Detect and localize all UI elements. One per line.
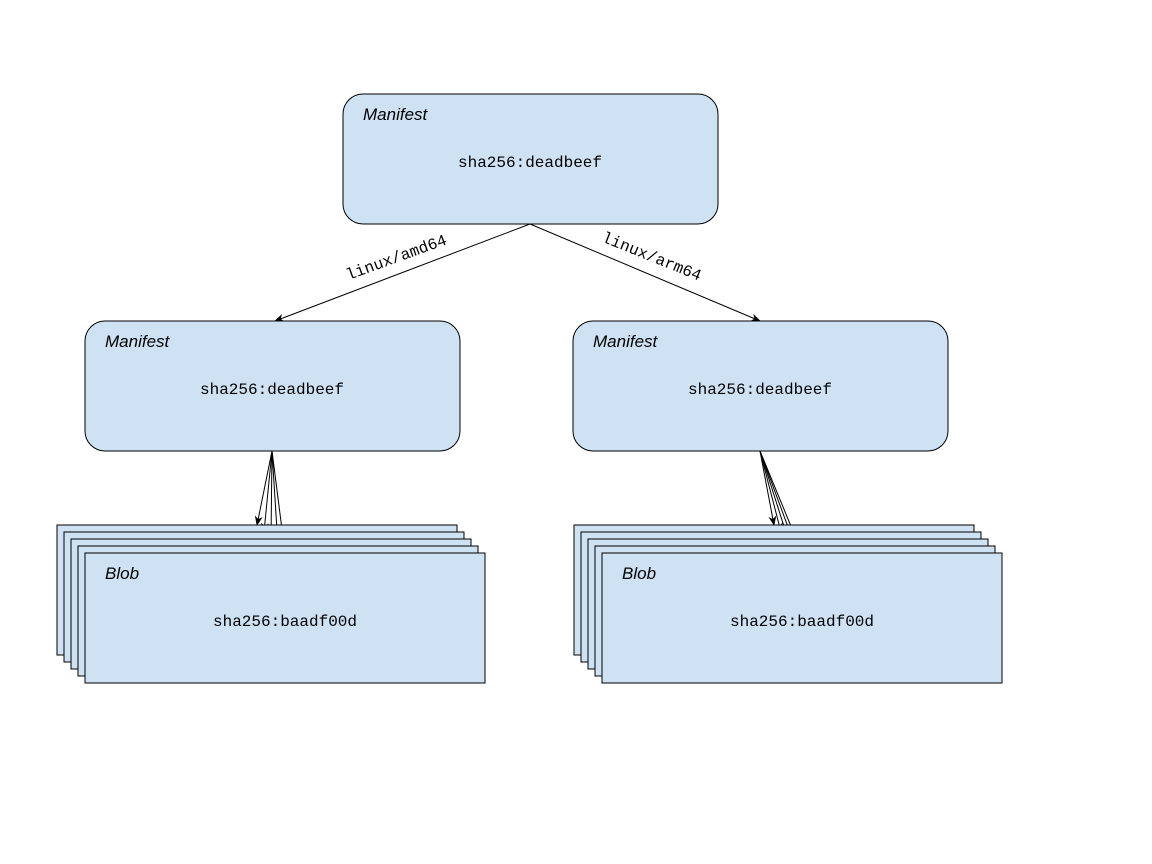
node-blob-left-hash: sha256:baadf00d <box>213 613 357 631</box>
edge-root-left-label: linux/amd64 <box>344 232 449 285</box>
node-root-title: Manifest <box>363 105 429 124</box>
node-blob-right-hash: sha256:baadf00d <box>730 613 874 631</box>
node-blob-right-title: Blob <box>622 564 656 583</box>
node-left-manifest: Manifest sha256:deadbeef <box>85 321 460 451</box>
node-root-manifest: Manifest sha256:deadbeef <box>343 94 718 224</box>
edge-root-left: linux/amd64 <box>275 224 530 321</box>
node-root-hash: sha256:deadbeef <box>458 154 602 172</box>
node-left-hash: sha256:deadbeef <box>200 381 344 399</box>
node-left-title: Manifest <box>105 332 171 351</box>
edge-root-right-label: linux/arm64 <box>599 229 704 285</box>
node-right-title: Manifest <box>593 332 659 351</box>
node-right-manifest: Manifest sha256:deadbeef <box>573 321 948 451</box>
node-blob-left-title: Blob <box>105 564 139 583</box>
edge-root-right: linux/arm64 <box>530 224 760 321</box>
node-blob-left-stack: Blob sha256:baadf00d <box>57 525 485 683</box>
node-right-hash: sha256:deadbeef <box>688 381 832 399</box>
node-blob-right-stack: Blob sha256:baadf00d <box>574 525 1002 683</box>
